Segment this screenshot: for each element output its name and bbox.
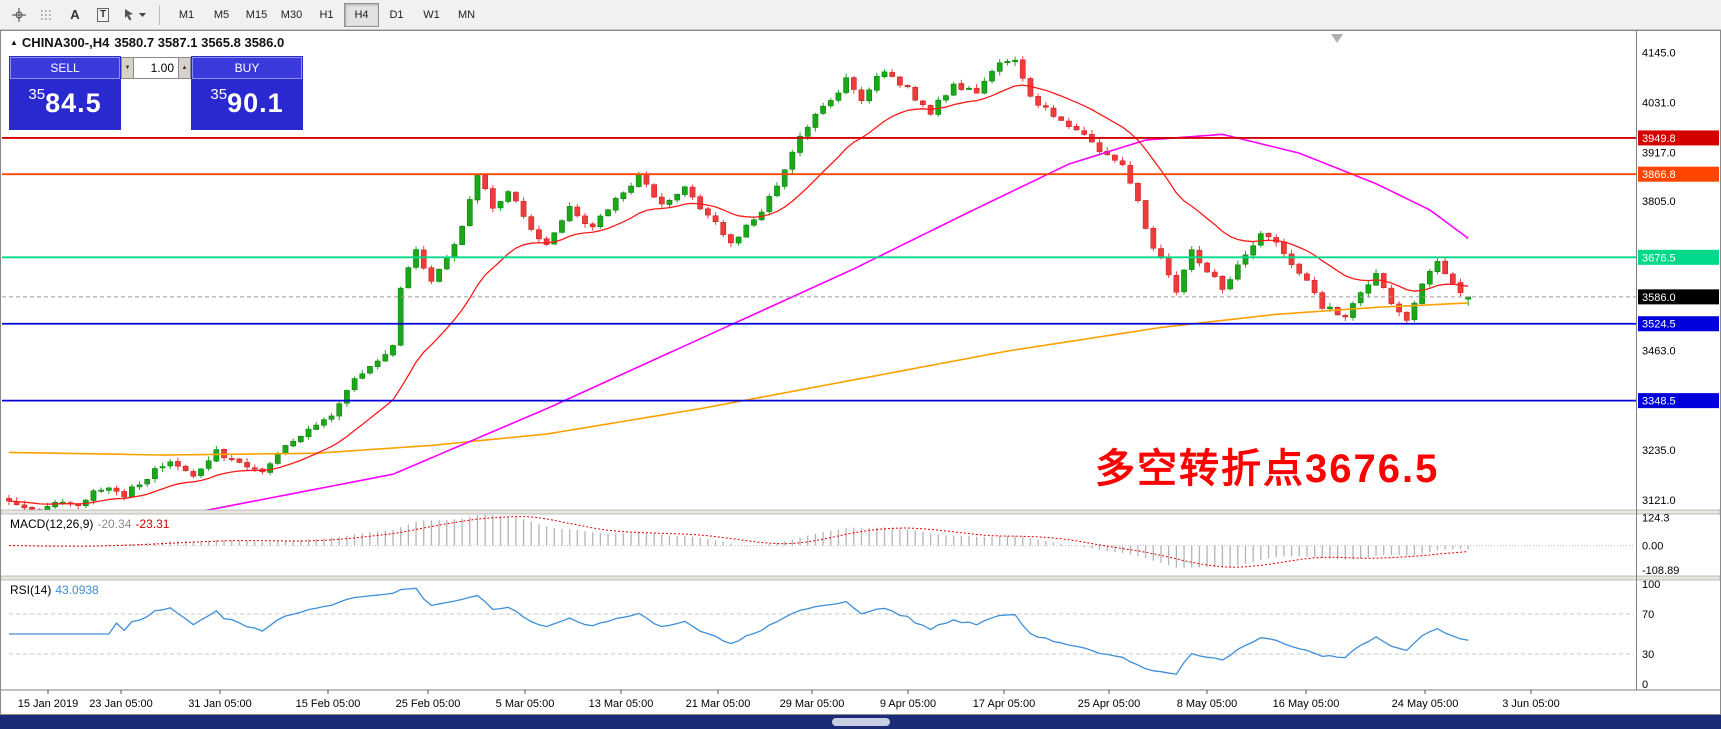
ma-mid-line [203, 133, 1469, 510]
rsi-name: RSI(14) [10, 583, 52, 597]
svg-text:30: 30 [1642, 649, 1654, 661]
svg-text:3917.0: 3917.0 [1642, 147, 1676, 159]
rsi-value: 43.0938 [55, 583, 99, 597]
ask-price: 35 90.1 [210, 86, 284, 118]
price-badge-3949.8 [1638, 130, 1719, 146]
svg-text:-108.89: -108.89 [1642, 565, 1679, 577]
ma-fast-line [8, 84, 1469, 505]
timeframe-button-mn[interactable]: MN [449, 3, 484, 27]
ohlc-values: 3580.7 3587.1 3565.8 3586.0 [114, 35, 285, 50]
timeframe-button-h4[interactable]: H4 [344, 2, 379, 27]
timeframe-button-w1[interactable]: W1 [414, 3, 449, 27]
svg-text:4145.0: 4145.0 [1642, 48, 1676, 60]
sell-button[interactable]: SELL [10, 57, 120, 79]
indicator-grid-icon[interactable] [34, 3, 60, 27]
text-label-glyph: A [70, 7, 80, 22]
chart-annotation: 多空转折点3676.5 [1095, 447, 1440, 491]
timeframe-button-h1[interactable]: H1 [309, 3, 344, 27]
volume-column: ▼ ▲ [121, 56, 191, 130]
panel-separator[interactable] [0, 575, 1721, 581]
timeframe-button-m15[interactable]: M15 [239, 3, 274, 27]
svg-text:100: 100 [1642, 579, 1660, 591]
taskbar [0, 715, 1721, 729]
svg-text:3463.0: 3463.0 [1642, 346, 1676, 358]
sell-column: SELL 35 84.5 [9, 56, 121, 130]
svg-text:25 Apr 05:00: 25 Apr 05:00 [1078, 698, 1140, 710]
svg-text:31 Jan 05:00: 31 Jan 05:00 [188, 698, 252, 710]
svg-text:15 Jan 2019: 15 Jan 2019 [18, 698, 79, 710]
toolbar: A T M1 M5 M15 M30 H1 H4 D1 W1 MN [0, 0, 1721, 30]
timeframe-button-m30[interactable]: M30 [274, 3, 309, 27]
taskbar-handle[interactable] [831, 718, 890, 726]
svg-text:3676.5: 3676.5 [1642, 252, 1676, 264]
svg-text:3805.0: 3805.0 [1642, 196, 1676, 208]
svg-text:24 May 05:00: 24 May 05:00 [1392, 698, 1459, 710]
svg-text:3524.5: 3524.5 [1642, 319, 1676, 331]
buy-column: BUY 35 90.1 [191, 56, 303, 130]
svg-text:3949.8: 3949.8 [1642, 133, 1676, 145]
price-badge-3348.5 [1638, 393, 1719, 409]
volume-controls: ▼ ▲ [121, 56, 191, 80]
svg-text:8 May 05:00: 8 May 05:00 [1177, 698, 1238, 710]
macd-main-value: -20.34 [97, 517, 132, 531]
svg-text:3 Jun 05:00: 3 Jun 05:00 [1502, 698, 1560, 710]
chart-collapse-icon[interactable]: ▲ [10, 38, 18, 47]
macd-name: MACD(12,26,9) [10, 517, 94, 531]
svg-text:3121.0: 3121.0 [1642, 495, 1676, 507]
shapes-dropdown-icon[interactable] [118, 3, 150, 27]
volume-input[interactable] [134, 57, 178, 79]
volume-down-button[interactable]: ▼ [121, 57, 134, 79]
svg-text:13 Mar 05:00: 13 Mar 05:00 [589, 698, 654, 710]
candles-layer [6, 56, 1472, 510]
macd-histogram [16, 514, 1469, 569]
svg-text:3586.0: 3586.0 [1642, 292, 1676, 304]
text-box-icon[interactable]: T [90, 3, 116, 27]
price-badge-3524.5 [1638, 316, 1719, 332]
chart-area[interactable]: 4145.0 4031.0 3917.0 3805.0 3463.0 3235.0 3121… [0, 30, 1721, 715]
svg-text:0: 0 [1642, 679, 1648, 691]
volume-up-button[interactable]: ▲ [178, 57, 191, 79]
svg-text:70: 70 [1642, 609, 1654, 621]
price-badge-3866.8 [1638, 166, 1719, 182]
shift-marker-icon [1331, 34, 1343, 43]
panel-separator[interactable] [0, 509, 1721, 515]
timeframe-button-m5[interactable]: M5 [204, 3, 239, 27]
svg-text:25 Feb 05:00: 25 Feb 05:00 [396, 698, 461, 710]
svg-text:23 Jan 05:00: 23 Jan 05:00 [89, 698, 153, 710]
crosshair-icon[interactable] [6, 3, 32, 27]
svg-text:29 Mar 05:00: 29 Mar 05:00 [780, 698, 845, 710]
timeframe-group: M1 M5 M15 M30 H1 H4 D1 W1 MN [169, 2, 484, 27]
toolbar-separator [159, 4, 160, 25]
rsi-line [9, 587, 1469, 675]
rsi-label: RSI(14) 43.0938 [10, 583, 103, 597]
svg-text:124.3: 124.3 [1642, 513, 1670, 525]
svg-text:5 Mar 05:00: 5 Mar 05:00 [496, 698, 555, 710]
timeframe-button-d1[interactable]: D1 [379, 3, 414, 27]
macd-label: MACD(12,26,9) -20.34 -23.31 [10, 517, 173, 531]
chart-ohlc-label: ▲ CHINA300-,H4 3580.7 3587.1 3565.8 3586.0 [10, 35, 289, 50]
symbol-period-label: CHINA300-,H4 [21, 35, 110, 50]
svg-text:3866.8: 3866.8 [1642, 169, 1676, 181]
svg-text:3235.0: 3235.0 [1642, 445, 1676, 457]
text-label-icon[interactable]: A [62, 3, 88, 27]
price-badge-3676.5 [1638, 249, 1719, 265]
price-badge-3586.0 [1638, 289, 1719, 305]
svg-text:0.00: 0.00 [1642, 541, 1663, 553]
svg-text:16 May 05:00: 16 May 05:00 [1273, 698, 1340, 710]
buy-button[interactable]: BUY [192, 57, 302, 79]
timeframe-button-m1[interactable]: M1 [169, 3, 204, 27]
macd-signal-value: -23.31 [135, 517, 170, 531]
svg-text:21 Mar 05:00: 21 Mar 05:00 [686, 698, 751, 710]
svg-text:17 Apr 05:00: 17 Apr 05:00 [973, 698, 1035, 710]
macd-signal-line [8, 516, 1469, 568]
svg-text:3348.5: 3348.5 [1642, 396, 1676, 408]
svg-text:15 Feb 05:00: 15 Feb 05:00 [296, 698, 361, 710]
chart-canvas[interactable]: 4145.0 4031.0 3917.0 3805.0 3463.0 3235.0 3121… [0, 30, 1721, 715]
svg-text:4031.0: 4031.0 [1642, 97, 1676, 109]
text-box-glyph: T [96, 7, 110, 22]
svg-text:9 Apr 05:00: 9 Apr 05:00 [880, 698, 936, 710]
bid-price: 35 84.5 [28, 86, 102, 118]
